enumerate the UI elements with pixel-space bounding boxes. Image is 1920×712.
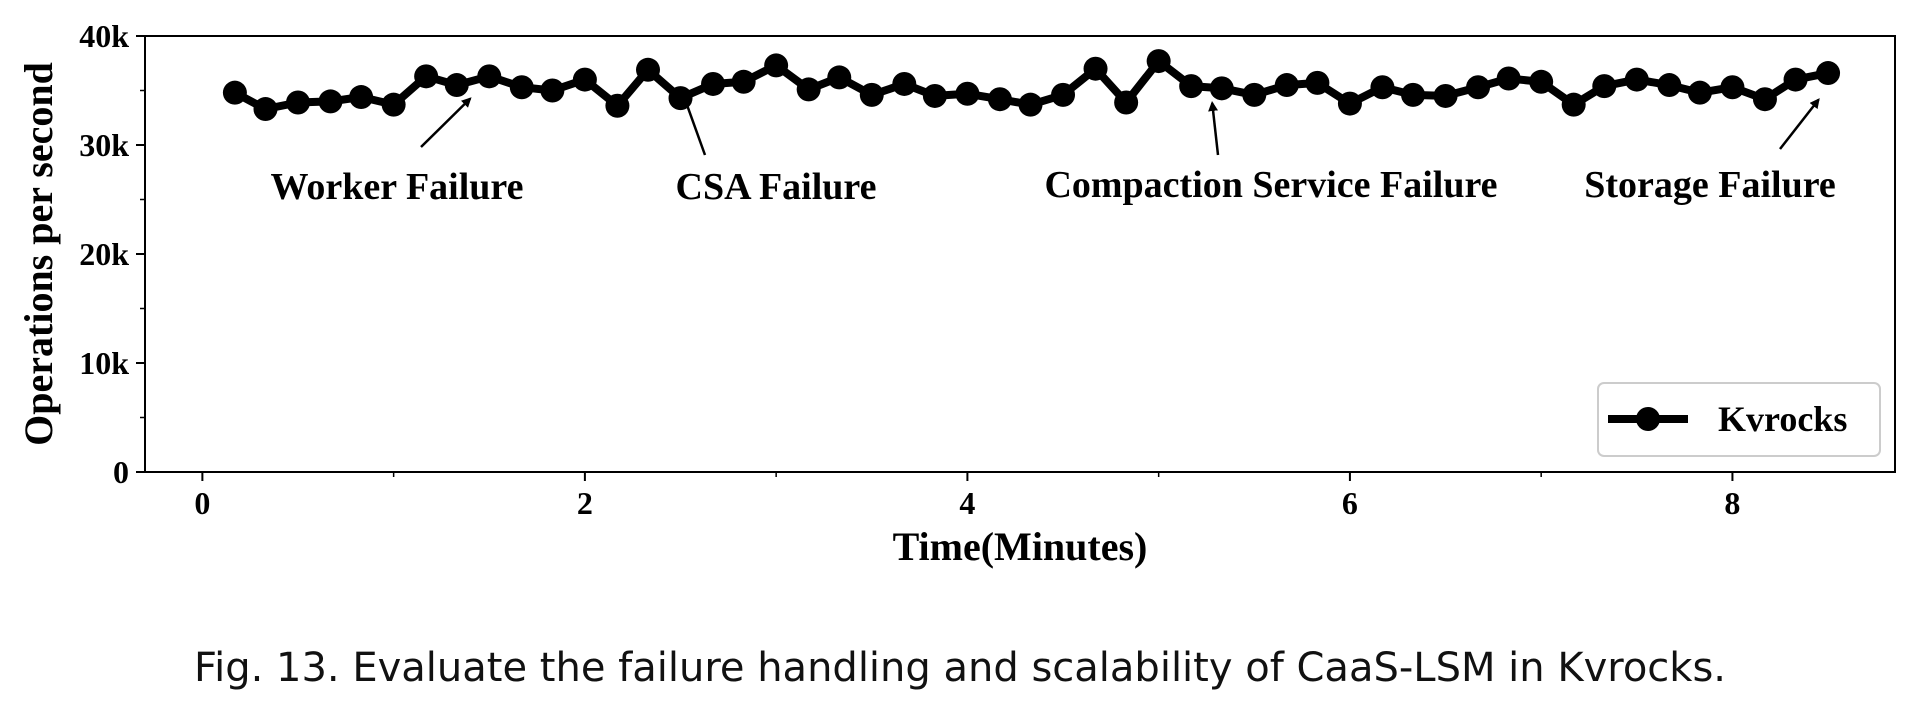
data-point [827, 65, 852, 90]
data-point [253, 97, 278, 122]
y-tick-label: 40k [79, 18, 129, 54]
data-point [764, 53, 789, 78]
data-point [1209, 76, 1234, 101]
x-tick-label: 2 [577, 485, 593, 521]
data-point [1337, 91, 1362, 116]
data-point [1466, 75, 1491, 100]
data-point [222, 80, 247, 105]
x-tick-label: 6 [1342, 485, 1358, 521]
annotation-arrow [682, 95, 707, 156]
data-point [1051, 82, 1076, 107]
data-point [1114, 90, 1139, 115]
data-point [1687, 80, 1712, 105]
data-point [1592, 74, 1617, 99]
annotation-arrow [1208, 101, 1220, 156]
annotation-label: Compaction Service Failure [1044, 164, 1497, 206]
data-point [1274, 73, 1299, 98]
data-point [1561, 92, 1586, 117]
data-point [477, 64, 502, 89]
legend-marker-kvrocks [1636, 407, 1660, 431]
data-point [1816, 61, 1841, 86]
data-point [414, 64, 439, 89]
data-point [636, 57, 661, 82]
data-point [1496, 66, 1521, 91]
y-axis-title: Operations per second [16, 62, 61, 446]
legend-label-kvrocks: Kvrocks [1718, 399, 1847, 439]
data-point [540, 78, 565, 103]
data-point [1657, 73, 1682, 98]
data-point [1083, 56, 1108, 81]
data-point [731, 69, 756, 94]
data-point [668, 86, 693, 111]
data-point [1752, 87, 1777, 112]
data-point [1783, 67, 1808, 92]
data-point [987, 87, 1012, 112]
annotation-arrow [1779, 98, 1820, 150]
data-point [1433, 83, 1458, 108]
data-point [796, 77, 821, 102]
y-tick-label: 30k [79, 127, 129, 163]
data-point [892, 71, 917, 96]
data-point [605, 93, 630, 118]
annotation-label: CSA Failure [676, 166, 877, 208]
data-point [1529, 69, 1554, 94]
data-point [1242, 82, 1267, 107]
y-tick-label: 0 [113, 454, 129, 490]
data-point [349, 85, 374, 110]
x-tick-label: 8 [1724, 485, 1740, 521]
legend: Kvrocks [1597, 382, 1881, 457]
data-point [1624, 67, 1649, 92]
data-point [1146, 49, 1171, 74]
data-point [509, 75, 534, 100]
data-point [922, 83, 947, 108]
data-point [1401, 82, 1426, 107]
data-point [859, 82, 884, 107]
x-axis-title: Time(Minutes) [893, 524, 1148, 569]
figure-caption: Fig. 13. Evaluate the failure handling a… [193, 645, 1727, 691]
data-point [444, 73, 469, 98]
data-point [572, 67, 597, 92]
legend-frame [1597, 382, 1881, 457]
x-tick-label: 0 [194, 485, 210, 521]
data-point [1179, 74, 1204, 99]
data-point [286, 90, 311, 115]
y-tick-label: 20k [79, 236, 129, 272]
annotation-label: Storage Failure [1584, 164, 1836, 206]
annotation-arrow [420, 97, 472, 148]
annotation-label: Worker Failure [271, 166, 524, 208]
x-tick-label: 4 [959, 485, 975, 521]
data-point [318, 89, 343, 114]
data-point [1370, 75, 1395, 100]
data-point [955, 81, 980, 106]
data-point [1305, 70, 1330, 95]
data-point [1018, 92, 1043, 117]
data-point [1720, 75, 1745, 100]
data-point [381, 92, 406, 117]
data-point [701, 71, 726, 96]
y-tick-label: 10k [79, 345, 129, 381]
line-chart: 0 10k 20k 30k 40k 0 2 4 6 8 Worker Failure CSA Fai… [16, 18, 1896, 569]
